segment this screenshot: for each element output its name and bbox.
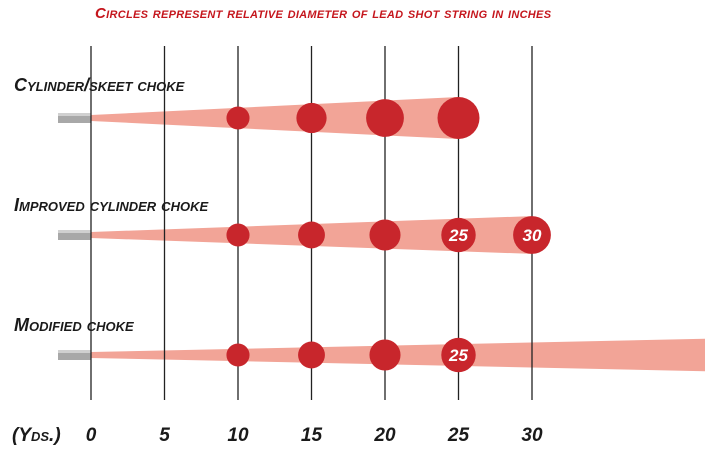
shot-circle-1-1 bbox=[298, 221, 325, 249]
barrel-highlight-1 bbox=[58, 230, 91, 233]
tick-label-10: 10 bbox=[227, 425, 249, 446]
axis-unit-label: (Yds.) bbox=[12, 425, 61, 446]
tick-label-25: 25 bbox=[447, 425, 470, 446]
tick-label-15: 15 bbox=[301, 425, 323, 446]
choke-label-improved-cylinder: Improved cylinder choke bbox=[14, 195, 209, 215]
choke-label-modified: Modified choke bbox=[14, 315, 134, 335]
shot-circle-label-1-3: 25 bbox=[448, 226, 468, 245]
shot-circle-0-2 bbox=[366, 99, 404, 137]
barrel-1 bbox=[58, 230, 91, 240]
shot-circle-1-0 bbox=[226, 223, 250, 247]
shot-circle-0-0 bbox=[226, 106, 250, 130]
shot-cone-0 bbox=[91, 97, 459, 139]
shot-circle-1-4 bbox=[513, 216, 551, 254]
shot-circle-2-2 bbox=[369, 339, 401, 371]
choke-label-cylinder: Cylinder/skeet choke bbox=[14, 75, 185, 95]
shot-circle-0-1 bbox=[296, 102, 327, 134]
tick-label-30: 30 bbox=[521, 425, 543, 446]
tick-label-20: 20 bbox=[373, 425, 396, 446]
tick-label-0: 0 bbox=[86, 425, 97, 446]
tick-label-5: 5 bbox=[159, 425, 170, 446]
shot-circle-1-2 bbox=[369, 219, 401, 251]
shot-circle-2-0 bbox=[226, 343, 250, 367]
circle-layer: 25302525 bbox=[226, 97, 551, 373]
shot-circle-2-1 bbox=[298, 341, 325, 369]
barrel-0 bbox=[58, 113, 91, 123]
barrel-2 bbox=[58, 350, 91, 360]
shot-circle-0-3 bbox=[437, 97, 480, 139]
shot-circle-label-2-3: 25 bbox=[448, 346, 468, 365]
shot-circle-1-3 bbox=[441, 217, 476, 253]
barrel-highlight-2 bbox=[58, 350, 91, 353]
barrel-highlight-0 bbox=[58, 113, 91, 116]
shot-circle-2-3 bbox=[441, 337, 476, 373]
shot-circle-label-1-4: 30 bbox=[523, 226, 542, 245]
diagram-title: Circles represent relative diameter of l… bbox=[95, 5, 552, 22]
